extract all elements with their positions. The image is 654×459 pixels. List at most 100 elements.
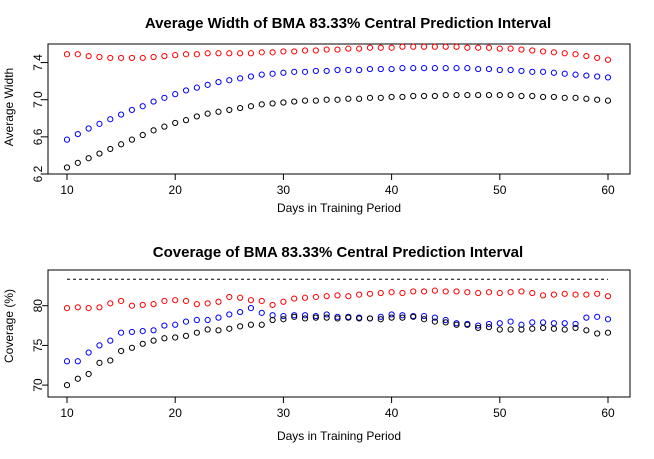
- coverage-point-black: [366, 315, 374, 322]
- width-point-red: [107, 54, 114, 62]
- width-point-red: [312, 47, 319, 54]
- coverage-point-red: [561, 290, 568, 297]
- width-point-black: [96, 150, 103, 157]
- coverage-point-black: [74, 375, 81, 382]
- width-point-black: [182, 117, 190, 124]
- width-point-black: [301, 97, 309, 104]
- width-point-blue: [247, 73, 255, 80]
- coverage-point-red: [323, 293, 330, 300]
- width-point-blue: [507, 66, 514, 74]
- coverage-point-black: [399, 314, 406, 321]
- width-point-blue: [561, 70, 568, 77]
- coverage-point-red: [410, 288, 417, 295]
- width-point-red: [453, 43, 460, 50]
- width-y-tick-label: 7.4: [31, 54, 45, 71]
- width-point-blue: [74, 130, 81, 138]
- width-point-blue: [464, 65, 471, 72]
- width-point-red: [388, 44, 395, 51]
- coverage-point-red: [182, 297, 190, 305]
- coverage-point-blue: [485, 320, 493, 328]
- width-point-black: [323, 96, 330, 103]
- coverage-data-points: [63, 287, 612, 389]
- coverage-point-black: [507, 326, 514, 333]
- coverage-point-black: [204, 326, 211, 333]
- coverage-point-red: [485, 289, 493, 296]
- width-point-black: [561, 94, 568, 101]
- width-point-red: [280, 48, 287, 55]
- coverage-point-blue: [139, 328, 146, 335]
- coverage-point-blue: [388, 311, 395, 318]
- width-point-blue: [583, 72, 590, 79]
- coverage-point-red: [118, 297, 125, 305]
- width-point-red: [269, 49, 276, 56]
- width-point-black: [475, 91, 482, 99]
- width-point-blue: [475, 65, 482, 73]
- coverage-point-red: [85, 305, 92, 312]
- coverage-point-black: [475, 324, 482, 332]
- width-point-blue: [182, 87, 190, 94]
- width-point-red: [518, 46, 525, 53]
- coverage-point-black: [63, 381, 71, 389]
- coverage-point-red: [399, 289, 406, 297]
- width-point-blue: [442, 65, 449, 72]
- coverage-point-blue: [204, 316, 211, 324]
- width-point-blue: [518, 67, 525, 75]
- coverage-point-red: [63, 305, 71, 312]
- coverage-point-blue: [323, 311, 330, 318]
- coverage-point-blue: [226, 311, 233, 318]
- width-point-blue: [485, 65, 493, 73]
- coverage-point-red: [74, 304, 81, 311]
- width-point-black: [161, 123, 168, 130]
- width-point-blue: [161, 94, 168, 101]
- width-point-black: [550, 93, 558, 101]
- width-point-red: [539, 48, 547, 55]
- coverage-point-red: [345, 293, 352, 300]
- width-point-blue: [312, 67, 319, 75]
- width-point-red: [139, 54, 146, 62]
- width-point-black: [431, 92, 438, 100]
- width-point-blue: [410, 65, 417, 72]
- coverage-point-black: [345, 314, 352, 321]
- width-point-black: [442, 91, 449, 99]
- width-point-red: [583, 52, 590, 60]
- coverage-point-black: [182, 332, 190, 339]
- coverage-point-red: [96, 304, 103, 311]
- coverage-point-blue: [529, 319, 536, 326]
- coverage-x-tick-label: 30: [277, 406, 291, 420]
- coverage-point-red: [237, 294, 244, 301]
- coverage-point-blue: [128, 328, 136, 336]
- width-point-black: [280, 99, 287, 106]
- width-point-red: [215, 50, 222, 57]
- width-point-blue: [594, 73, 601, 80]
- width-point-blue: [237, 75, 244, 82]
- width-point-red: [150, 53, 157, 61]
- width-point-blue: [291, 68, 298, 75]
- coverage-point-black: [485, 324, 493, 331]
- width-point-red: [345, 45, 352, 52]
- width-point-black: [118, 141, 125, 148]
- width-point-red: [182, 51, 190, 58]
- width-point-red: [96, 53, 103, 61]
- coverage-point-red: [366, 290, 374, 297]
- coverage-point-black: [334, 315, 341, 322]
- coverage-point-blue: [74, 358, 81, 365]
- coverage-point-blue: [215, 314, 222, 321]
- width-point-red: [366, 44, 374, 51]
- width-point-red: [323, 46, 330, 53]
- width-point-red: [507, 45, 514, 52]
- width-point-black: [312, 97, 319, 104]
- width-point-red: [550, 49, 558, 56]
- width-x-tick-label: 30: [277, 183, 291, 197]
- coverage-point-red: [291, 295, 298, 302]
- width-point-black: [377, 94, 384, 101]
- coverage-point-black: [388, 314, 395, 321]
- width-point-black: [258, 101, 265, 108]
- coverage-point-black: [464, 321, 471, 328]
- width-point-blue: [420, 65, 428, 72]
- coverage-point-blue: [399, 312, 406, 319]
- width-y-tick-label: 7.0: [31, 91, 45, 108]
- width-point-black: [356, 95, 363, 102]
- width-point-blue: [366, 65, 374, 73]
- coverage-plot-frame: [47, 269, 631, 398]
- width-point-blue: [529, 68, 536, 75]
